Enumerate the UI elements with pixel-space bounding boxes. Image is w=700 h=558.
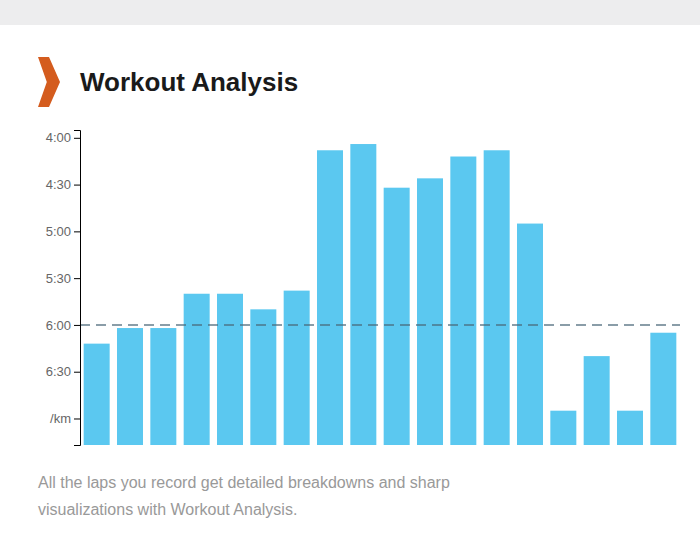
y-tick: 5:00 xyxy=(46,224,80,239)
bar xyxy=(617,411,643,445)
y-tick-label: 6:00 xyxy=(46,318,71,333)
bar xyxy=(150,328,176,445)
bar xyxy=(317,150,343,445)
bar xyxy=(184,294,210,445)
y-tick-label: 4:30 xyxy=(46,177,71,192)
y-tick: 5:30 xyxy=(46,271,80,286)
marks xyxy=(80,144,680,445)
bar xyxy=(584,356,610,445)
subtitle: All the laps you record get detailed bre… xyxy=(38,474,450,518)
bar xyxy=(117,328,143,445)
y-tick-mark xyxy=(74,418,80,419)
y-tick: 4:30 xyxy=(46,177,80,192)
y-tick-label: 6:30 xyxy=(46,364,71,379)
y-tick: 6:00 xyxy=(46,318,80,333)
bar xyxy=(417,178,443,445)
y-tick-mark xyxy=(74,138,80,139)
reference-line xyxy=(80,324,680,326)
bar xyxy=(450,157,476,445)
bar xyxy=(350,144,376,445)
y-tick-mark xyxy=(74,231,80,232)
y-tick-label: /km xyxy=(50,411,71,426)
y-tick-mark xyxy=(74,278,80,279)
title: Workout Analysis xyxy=(80,67,298,97)
y-tick: 6:30 xyxy=(46,364,80,379)
y-tick-mark xyxy=(74,372,80,373)
y-tick-label: 5:30 xyxy=(46,271,71,286)
bar xyxy=(84,344,110,445)
y-tick: /km xyxy=(50,411,80,426)
y-tick-label: 5:00 xyxy=(46,224,71,239)
bar xyxy=(384,188,410,445)
plot: 4:00 4:30 5:00 5:30 6:00 6:30/km xyxy=(46,130,680,445)
y-tick-mark xyxy=(74,325,80,326)
top-strip xyxy=(0,0,700,25)
y-axis-line xyxy=(74,131,81,446)
bar xyxy=(484,150,510,445)
bar xyxy=(217,294,243,445)
y-tick-label: 4:00 xyxy=(46,130,71,145)
chart: Workout Analysis 4:00 4:30 5:00 5:30 6:00 6:30… xyxy=(0,0,700,558)
y-tick-mark xyxy=(74,185,80,186)
bar xyxy=(650,333,676,445)
y-tick: 4:00 xyxy=(46,130,80,145)
title-icon xyxy=(38,57,60,107)
bar xyxy=(550,411,576,445)
bar xyxy=(250,309,276,445)
y-axis: 4:00 4:30 5:00 5:30 6:00 6:30/km xyxy=(46,130,81,445)
bar xyxy=(517,224,543,445)
bar xyxy=(284,291,310,445)
